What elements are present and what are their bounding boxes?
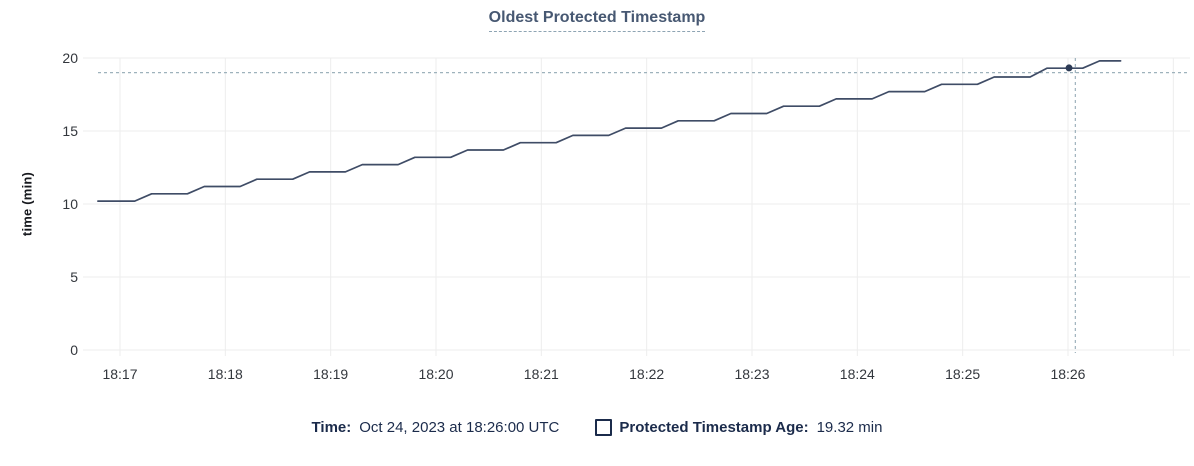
y-tick-label: 20 (62, 50, 78, 66)
chart-legend: Time: Oct 24, 2023 at 18:26:00 UTC Prote… (0, 419, 1194, 436)
x-tick-label: 18:20 (418, 366, 453, 382)
hover-time-readout: Time: Oct 24, 2023 at 18:26:00 UTC (312, 419, 560, 436)
chart-plot[interactable]: 0 5 10 15 20 18:17 18:18 18:19 18:20 18:21 18:22 18… (0, 0, 1194, 400)
series-value: 19.32 min (816, 419, 883, 436)
x-tick-label: 18:23 (734, 366, 769, 382)
x-tick-label: 18:19 (313, 366, 348, 382)
hover-point-dot[interactable] (1065, 64, 1073, 72)
series-line[interactable] (97, 60, 1122, 202)
series-label: Protected Timestamp Age: (619, 419, 809, 436)
y-tick-label: 15 (62, 123, 78, 139)
y-tick-label: 0 (70, 342, 78, 358)
legend-series-item[interactable]: Protected Timestamp Age: 19.32 min (595, 419, 882, 436)
x-tick-label: 18:21 (524, 366, 559, 382)
hover-time-label: Time: (311, 419, 352, 436)
chart-title-row: Oldest Protected Timestamp (0, 9, 1194, 32)
y-tick-label: 5 (70, 269, 78, 285)
x-tick-label: 18:18 (208, 366, 243, 382)
hover-time-value: Oct 24, 2023 at 18:26:00 UTC (359, 419, 560, 436)
series-checkbox[interactable] (595, 419, 613, 436)
x-tick-label: 18:22 (629, 366, 664, 382)
x-tick-label: 18:25 (945, 366, 980, 382)
chart-title[interactable]: Oldest Protected Timestamp (488, 9, 706, 32)
x-tick-label: 18:17 (102, 366, 137, 382)
x-tick-label: 18:24 (840, 366, 875, 382)
x-tick-label: 18:26 (1050, 366, 1085, 382)
y-tick-label: 10 (62, 196, 78, 212)
